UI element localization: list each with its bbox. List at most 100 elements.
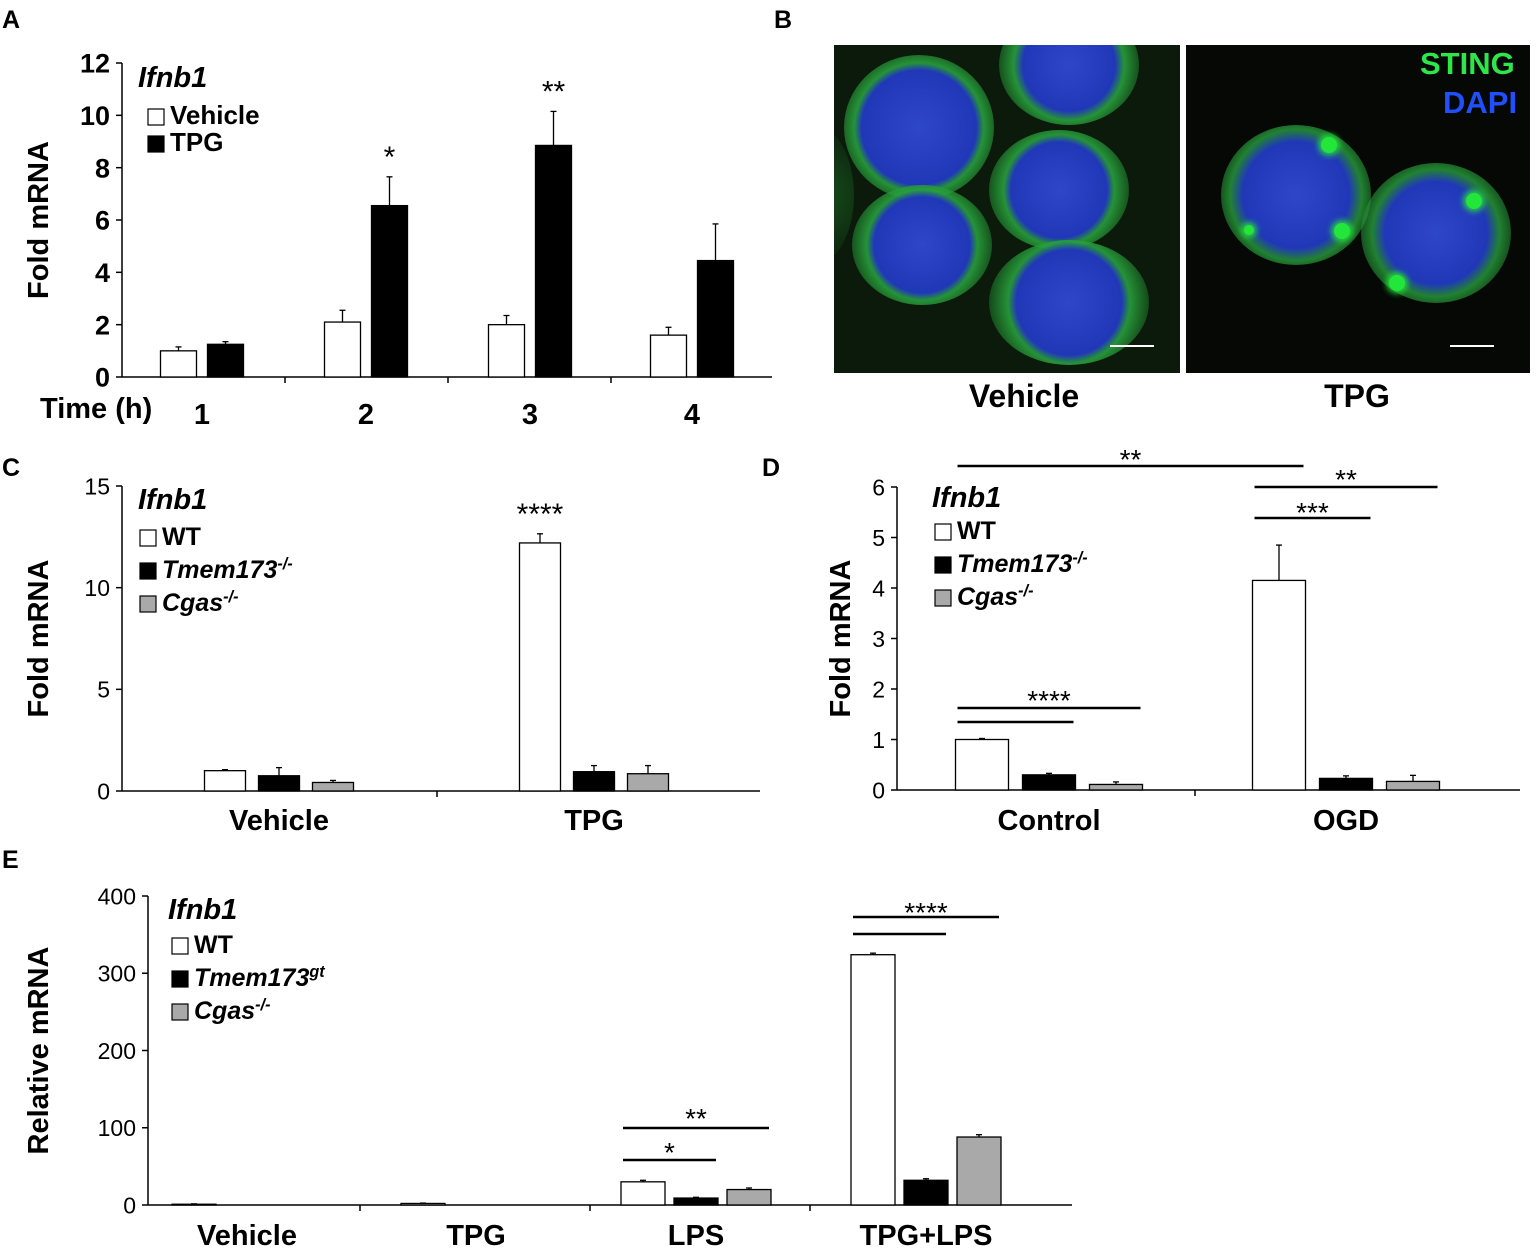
panel-c-bar	[203, 770, 247, 792]
panel-a-category-label: 3	[522, 399, 538, 431]
stain-label-dapi: DAPI	[1443, 85, 1518, 120]
panel-a-bar	[206, 343, 245, 378]
panel-c-bar	[626, 773, 670, 792]
panel-d-bar	[1021, 774, 1077, 791]
panel-a-bar	[534, 144, 573, 378]
panel-c-legend-swatch	[139, 595, 157, 613]
panel-c-y-tick-label: 10	[84, 575, 110, 601]
panel-d-legend-swatch	[934, 523, 952, 541]
panel-e-legend-swatch	[171, 937, 189, 955]
panel-c-legend-label: Tmem173-/-	[162, 555, 293, 584]
panel-d-significance: **	[1335, 464, 1357, 495]
panel-a-y-tick-label: 8	[95, 153, 110, 183]
panel-a-y-tick-label: 10	[80, 101, 110, 131]
panel-d-bar	[1088, 783, 1144, 791]
panel-d-bar	[1318, 777, 1374, 791]
panel-e-legend-label: WT	[194, 931, 233, 959]
panel-a-category-label: 2	[358, 399, 374, 431]
panel-c-significance: ****	[517, 498, 564, 531]
panel-e-title: Ifnb1	[168, 894, 237, 926]
panel-d-y-tick-label: 2	[872, 676, 885, 702]
panel-a-significance: *	[384, 141, 396, 174]
panel-d-bar	[1251, 579, 1307, 791]
panel-a-bar	[159, 350, 198, 378]
panel-a-bar	[323, 321, 362, 378]
panel-a-legend-label: TPG	[170, 127, 223, 157]
panel-e-legend-label: Cgas-/-	[194, 996, 270, 1025]
panel-d-bar	[954, 738, 1010, 791]
panel-e-y-tick-label: 0	[123, 1192, 136, 1218]
panel-c-bar	[257, 775, 301, 792]
panel-a-y-tick-label: 12	[80, 49, 110, 79]
panel-e-y-tick-label: 100	[98, 1115, 136, 1141]
panel-a-significance: **	[542, 75, 566, 108]
panel-e-legend-swatch	[171, 970, 189, 988]
panel-a-y-tick-label: 4	[95, 258, 110, 288]
panel-a-category-label: 4	[684, 399, 700, 431]
panel-d-y-tick-label: 5	[872, 525, 885, 551]
panel-a-y-tick-label: 0	[95, 363, 110, 393]
panel-c-legend-swatch	[139, 562, 157, 580]
panel-d-legend-label: Tmem173-/-	[957, 549, 1088, 578]
panel-c-legend-label: Cgas-/-	[162, 588, 238, 617]
panel-c-title: Ifnb1	[138, 484, 207, 516]
panel-e-category-label: TPG+LPS	[860, 1220, 993, 1252]
panel-letter-d: D	[762, 454, 780, 482]
panel-e-bar	[620, 1181, 666, 1206]
panel-e-significance: **	[685, 1103, 707, 1134]
panel-a-legend-swatch	[147, 108, 165, 126]
panel-d-legend-label: WT	[957, 517, 996, 545]
panel-e-category-label: Vehicle	[197, 1220, 297, 1252]
panel-a-legend-swatch	[147, 135, 165, 153]
panel-d-y-tick-label: 4	[872, 575, 885, 601]
panel-letter-b: B	[774, 6, 792, 34]
panel-d-category-label: OGD	[1313, 805, 1379, 837]
panel-letter-c: C	[2, 454, 20, 482]
panel-d-legend-label: Cgas-/-	[957, 582, 1033, 611]
panel-e-y-tick-label: 200	[98, 1038, 136, 1064]
panel-e-category-label: LPS	[668, 1220, 724, 1252]
panel-c-y-tick-label: 0	[97, 778, 110, 804]
panel-d-bar	[1385, 780, 1441, 791]
micrograph-label-tpg: TPG	[1324, 378, 1390, 414]
panel-c-legend-label: WT	[162, 523, 201, 551]
panel-a-y-tick-label: 6	[95, 206, 110, 236]
panel-letter-e: E	[2, 846, 19, 874]
panel-d-legend-swatch	[934, 589, 952, 607]
panel-e-bar	[850, 954, 896, 1206]
panel-c-bar	[518, 542, 562, 792]
panel-c-bar	[311, 781, 355, 792]
panel-e-bar	[956, 1136, 1002, 1206]
panel-c-y-axis-label: Fold mRNA	[23, 560, 55, 718]
panel-e-bar	[726, 1188, 772, 1206]
micrograph-tpg	[1186, 45, 1530, 373]
panel-a-bar	[649, 334, 688, 378]
panel-c-category-label: TPG	[564, 805, 624, 837]
panel-a-legend-label: Vehicle	[170, 100, 260, 130]
panel-a-bar	[370, 204, 409, 378]
panel-a-x-axis-label: Time (h)	[40, 393, 152, 425]
panel-letter-a: A	[2, 6, 20, 34]
panel-c-y-tick-label: 15	[84, 473, 110, 499]
panel-e-significance: *	[664, 1137, 675, 1168]
panel-a-title: Ifnb1	[138, 62, 207, 94]
panel-d-y-tick-label: 3	[872, 626, 885, 652]
panel-d-category-label: Control	[997, 805, 1100, 837]
panel-c-category-label: Vehicle	[229, 805, 329, 837]
panel-d-y-tick-label: 1	[872, 727, 885, 753]
panel-d-y-tick-label: 0	[872, 777, 885, 803]
panel-c-legend-swatch	[139, 529, 157, 547]
panel-c-bar	[572, 771, 616, 792]
micrograph-vehicle	[834, 45, 1180, 373]
panel-e-y-axis-label: Relative mRNA	[23, 946, 55, 1154]
panel-e-bar	[903, 1179, 949, 1206]
panel-c-y-tick-label: 5	[97, 677, 110, 703]
panel-a-category-label: 1	[194, 399, 210, 431]
panel-a-bar	[696, 259, 735, 378]
micrograph-label-vehicle: Vehicle	[968, 378, 1080, 414]
panel-d-significance: ****	[1027, 685, 1071, 716]
panel-a-y-axis-label: Fold mRNA	[23, 141, 55, 299]
panel-e-y-tick-label: 400	[98, 883, 136, 909]
panel-e-legend-swatch	[171, 1003, 189, 1021]
